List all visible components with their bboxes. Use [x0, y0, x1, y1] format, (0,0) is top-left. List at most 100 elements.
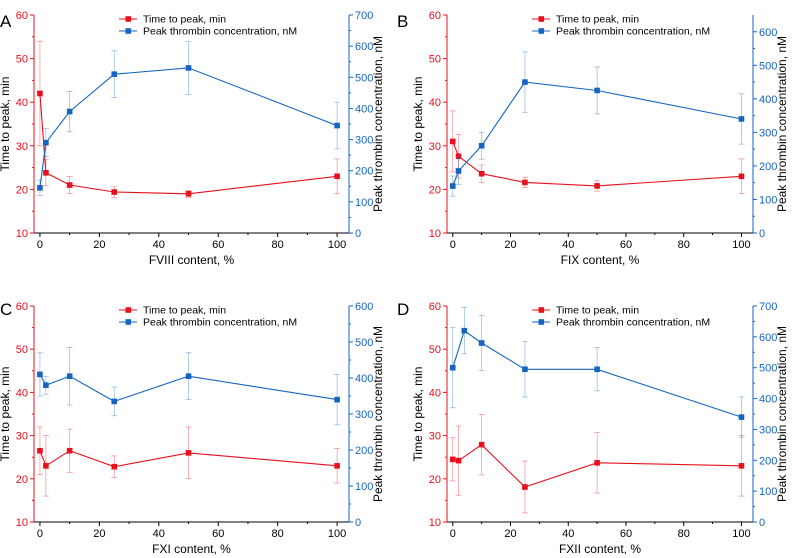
left-axis-label: Time to peak, min	[0, 77, 12, 172]
data-point	[594, 366, 600, 373]
series-time-to-peak	[36, 40, 341, 198]
legend-marker	[125, 319, 132, 325]
x-tick-label: 100	[328, 239, 346, 251]
data-point	[522, 366, 528, 373]
right-tick-label: 500	[355, 337, 373, 349]
left-tick-label: 60	[16, 301, 28, 313]
right-tick-label: 100	[355, 197, 373, 209]
panel-d: D 0 20 40 60 80 100 FXII content, % 10 20 30 40 50 60…	[397, 300, 789, 556]
right-tick-label: 400	[759, 394, 777, 406]
right-tick-label: 300	[759, 127, 777, 139]
legend-label: Time to peak, min	[143, 305, 226, 317]
x-tick-label: 0	[450, 528, 456, 540]
data-point	[522, 484, 528, 490]
right-tick-label: 400	[355, 103, 373, 115]
left-tick-label: 10	[429, 517, 441, 529]
x-tick-label: 100	[328, 528, 346, 540]
legend-marker	[538, 307, 545, 313]
legend-label: Peak thrombin concentration, nM	[143, 26, 297, 38]
right-tick-label: 700	[759, 301, 777, 313]
series-time-to-peak	[449, 110, 745, 195]
data-point	[455, 153, 462, 160]
data-point	[334, 463, 340, 469]
left-tick-label: 20	[429, 184, 441, 196]
data-point	[449, 138, 456, 145]
series-line	[39, 67, 338, 188]
data-point	[111, 189, 118, 195]
data-point	[455, 168, 462, 174]
legend-marker	[538, 28, 545, 34]
right-tick-label: 500	[759, 363, 777, 375]
data-point	[185, 65, 192, 71]
panel-c: C 0 20 40 60 80 100 FXI content, % 10 20 30 40 50 60 T…	[0, 300, 385, 556]
right-axis-label: Peak thrombin concentration, nM	[371, 326, 385, 502]
data-point	[738, 414, 745, 420]
data-point	[43, 463, 49, 469]
right-tick-label: 0	[355, 517, 361, 529]
right-tick-label: 300	[759, 424, 777, 436]
data-point	[594, 183, 600, 189]
x-tick-label: 80	[678, 528, 690, 540]
left-tick-label: 20	[16, 184, 28, 196]
left-tick-label: 60	[429, 301, 441, 313]
right-tick-label: 700	[355, 10, 373, 22]
x-axis-label: FXI content, %	[152, 542, 231, 556]
left-tick-label: 60	[429, 10, 441, 22]
right-tick-label: 100	[759, 486, 777, 498]
data-point	[478, 170, 485, 177]
data-point	[478, 340, 485, 346]
left-tick-label: 10	[16, 228, 28, 240]
data-point	[594, 87, 600, 94]
data-point	[478, 143, 485, 149]
legend-marker	[125, 307, 132, 313]
left-tick-label: 40	[16, 387, 28, 399]
right-tick-label: 400	[355, 373, 373, 385]
data-point	[43, 382, 49, 388]
x-tick-label: 60	[620, 528, 632, 540]
x-tick-label: 20	[504, 528, 516, 540]
x-tick-label: 20	[93, 528, 105, 540]
x-tick-label: 100	[732, 528, 750, 540]
panel-letter: B	[397, 12, 408, 31]
data-point	[461, 327, 468, 334]
left-tick-label: 60	[16, 10, 28, 22]
x-tick-label: 40	[562, 239, 574, 251]
x-axis-label: FXII content, %	[559, 542, 641, 556]
legend-label: Peak thrombin concentration, nM	[556, 317, 710, 329]
data-point	[738, 173, 745, 180]
panel-letter: A	[0, 12, 12, 31]
x-tick-label: 0	[450, 239, 456, 251]
right-tick-label: 200	[355, 445, 373, 457]
right-tick-label: 300	[355, 409, 373, 421]
left-axis-label: Time to peak, min	[411, 77, 425, 172]
right-tick-label: 0	[759, 517, 765, 529]
left-tick-label: 40	[429, 387, 441, 399]
right-tick-label: 400	[759, 94, 777, 106]
series-line	[452, 141, 742, 187]
right-tick-label: 500	[355, 72, 373, 84]
left-tick-label: 50	[16, 54, 28, 66]
x-tick-label: 80	[678, 239, 690, 251]
data-point	[738, 116, 745, 122]
data-point	[66, 182, 73, 188]
left-tick-label: 50	[429, 54, 441, 66]
right-tick-label: 600	[355, 301, 373, 313]
panel-letter: D	[397, 300, 409, 319]
right-tick-label: 600	[759, 27, 777, 39]
left-tick-label: 20	[429, 474, 441, 486]
left-tick-label: 40	[16, 97, 28, 109]
x-tick-label: 80	[272, 239, 284, 251]
data-point	[37, 447, 43, 454]
data-point	[522, 79, 528, 85]
legend-label: Time to peak, min	[556, 305, 639, 317]
x-tick-label: 100	[732, 239, 750, 251]
left-tick-label: 40	[429, 97, 441, 109]
left-tick-label: 20	[16, 474, 28, 486]
series-peak-thrombin	[449, 307, 745, 438]
data-point	[478, 441, 485, 448]
data-point	[334, 122, 340, 129]
